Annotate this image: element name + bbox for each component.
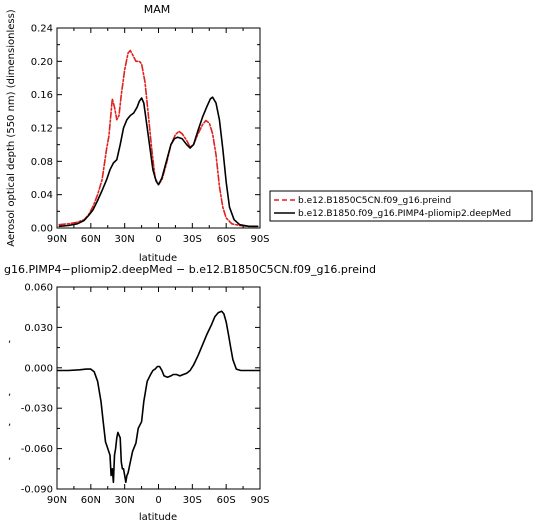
x-tick-label: 30N xyxy=(115,234,135,245)
legend-frame xyxy=(269,190,533,222)
bottom-panel: g16.PIMP4−pliomip2.deepMed − b.e12.B1850… xyxy=(4,263,376,523)
x-tick-label: 0 xyxy=(155,234,161,245)
x-tick-label: 0 xyxy=(155,495,161,506)
x-tick-label: 90N xyxy=(47,495,67,506)
series-line-top-0 xyxy=(58,49,259,228)
y-tick-label: 0.00 xyxy=(31,224,53,235)
series-line-top-1 xyxy=(58,96,259,228)
y-title-fragment: , xyxy=(8,451,11,462)
y-tick-label: 0.12 xyxy=(31,124,53,135)
y-tick-label: 0.04 xyxy=(31,190,53,201)
bottom-y-axis-title-marks: , , , , xyxy=(8,334,11,462)
x-tick-label: 30S xyxy=(183,234,202,245)
y-tick-label: -0.030 xyxy=(21,404,53,415)
x-tick-label: 60S xyxy=(217,495,236,506)
x-tick-label: 90S xyxy=(250,495,269,506)
top-panel: MAM 90N 60N 30N 0 30S 60S 90S 0.00 0.04 0.08 0.12 0… xyxy=(6,3,533,264)
bottom-chart-title: g16.PIMP4−pliomip2.deepMed − b.e12.B1850… xyxy=(4,263,376,276)
y-tick-label: -0.060 xyxy=(21,444,53,455)
x-tick-label: 90N xyxy=(47,234,67,245)
y-tick-label: -0.090 xyxy=(21,485,53,496)
x-tick-label: 60S xyxy=(217,234,236,245)
x-tick-label: 60N xyxy=(81,234,101,245)
top-series-group xyxy=(58,49,259,228)
legend-label-deepmed: b.e12.B1850.f09_g16.PIMP4-pliomip2.deepM… xyxy=(298,209,511,219)
top-plot-frame xyxy=(56,27,261,229)
y-tick-label: 0.08 xyxy=(31,157,53,168)
y-tick-label: 0.060 xyxy=(24,283,53,294)
y-title-fragment: , xyxy=(8,417,11,428)
x-tick-label: 60N xyxy=(81,495,101,506)
y-tick-label: 0.24 xyxy=(31,24,53,35)
bottom-series-group xyxy=(57,310,260,484)
y-title-fragment: , xyxy=(8,334,11,345)
bottom-x-axis-title: latitude xyxy=(139,512,177,523)
bottom-axis-ticks: 90N 60N 30N 0 30S 60S 90S 0.060 0.030 0.000 -0.030… xyxy=(21,283,270,507)
bottom-plot-frame xyxy=(56,286,261,490)
y-tick-label: 0.20 xyxy=(31,57,53,68)
x-tick-label: 30N xyxy=(115,495,135,506)
top-axis-ticks: 90N 60N 30N 0 30S 60S 90S 0.00 0.04 0.08 0.12 0.16 0… xyxy=(31,24,270,246)
series-line-bottom-0 xyxy=(57,310,260,484)
x-tick-label: 90S xyxy=(250,234,269,245)
y-tick-label: 0.16 xyxy=(31,90,53,101)
legend-label-preind: b.e12.B1850C5CN.f09_g16.preind xyxy=(298,196,451,206)
x-tick-label: 30S xyxy=(183,495,202,506)
top-y-axis-title: Aerosol optical depth (550 nm) (dimensio… xyxy=(6,9,17,247)
top-chart-title: MAM xyxy=(144,3,171,16)
legend: b.e12.B1850C5CN.f09_g16.preind b.e12.B18… xyxy=(269,190,533,222)
y-title-fragment: , xyxy=(8,387,11,398)
y-tick-label: 0.030 xyxy=(24,323,53,334)
y-tick-label: 0.000 xyxy=(24,363,53,374)
top-x-axis-title: latitude xyxy=(139,253,177,264)
